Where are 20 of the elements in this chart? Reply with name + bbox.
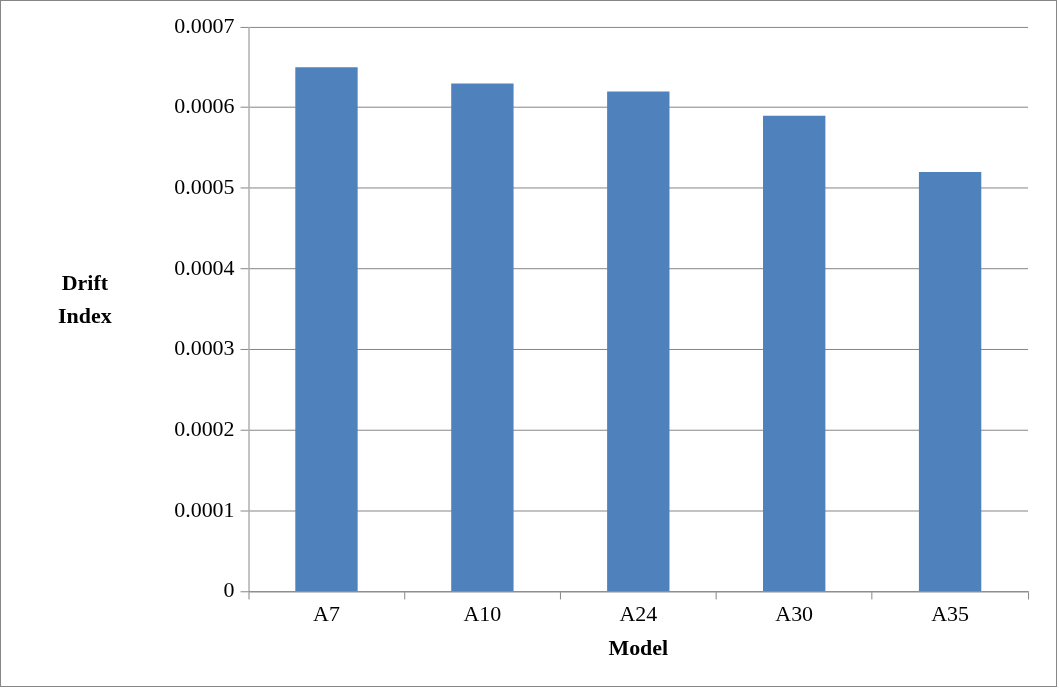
y-axis-title: Drift Index [58,270,112,329]
bar [607,91,670,591]
bar [763,115,826,591]
x-tick-label: A24 [619,601,658,627]
y-tick-label: 0.0003 [174,335,235,361]
y-tick-label: 0.0005 [174,174,235,199]
x-tick-label: A7 [313,601,340,627]
y-tick-label: 0.0002 [174,415,235,441]
bar [451,83,514,591]
bar [918,172,982,591]
x-tick-label: A30 [775,601,814,627]
bar [295,67,358,591]
y-tick-label: 0 [223,577,235,603]
y-tick-label: 0.0006 [174,93,235,119]
x-tick-label: A10 [463,601,502,627]
y-tick-label: 0.0004 [174,254,235,280]
y-tick-label: 0.0001 [174,496,235,522]
x-tick-label: A35 [931,601,970,627]
y-tick-label: 0.0007 [174,12,235,38]
x-axis-title: Model [608,634,669,660]
